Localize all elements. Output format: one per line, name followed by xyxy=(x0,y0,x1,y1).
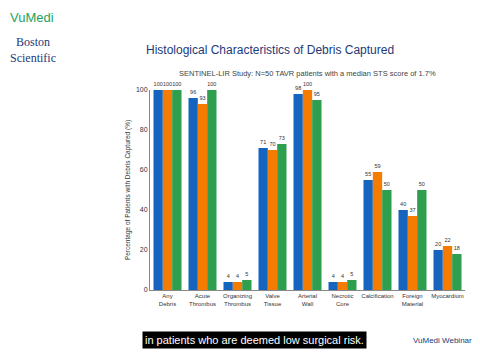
svg-text:37: 37 xyxy=(409,207,415,213)
svg-text:Histological Characteristics o: Histological Characteristics of Debris C… xyxy=(146,43,394,57)
svg-text:AcuteThrombus: AcuteThrombus xyxy=(189,293,216,307)
svg-text:4: 4 xyxy=(332,273,335,279)
svg-text:20: 20 xyxy=(140,246,148,253)
svg-text:ArterialWall: ArterialWall xyxy=(298,293,317,307)
svg-text:4: 4 xyxy=(227,273,230,279)
svg-text:55: 55 xyxy=(365,171,371,177)
svg-text:95: 95 xyxy=(314,91,320,97)
svg-text:VuMedi: VuMedi xyxy=(10,10,54,25)
svg-text:40: 40 xyxy=(400,201,406,207)
svg-text:5: 5 xyxy=(245,271,248,277)
svg-text:70: 70 xyxy=(269,141,275,147)
svg-text:100: 100 xyxy=(154,81,163,87)
svg-text:AnyDebris: AnyDebris xyxy=(159,293,176,307)
svg-text:98: 98 xyxy=(295,85,301,91)
svg-text:NecroticCore: NecroticCore xyxy=(331,293,353,307)
svg-text:80: 80 xyxy=(140,126,148,133)
svg-text:SENTINEL-LIR Study: N=50 TAVR: SENTINEL-LIR Study: N=50 TAVR patients w… xyxy=(179,69,436,78)
svg-text:0: 0 xyxy=(144,286,148,293)
svg-text:18: 18 xyxy=(454,245,460,251)
svg-text:100: 100 xyxy=(172,81,181,87)
svg-text:4: 4 xyxy=(236,273,239,279)
svg-text:BostonScientific: BostonScientific xyxy=(10,35,56,65)
svg-text:22: 22 xyxy=(444,237,450,243)
svg-text:4: 4 xyxy=(341,273,344,279)
svg-text:100: 100 xyxy=(136,86,148,93)
svg-text:VuMedi Webinar: VuMedi Webinar xyxy=(413,336,472,345)
svg-text:Myocardium: Myocardium xyxy=(431,293,464,299)
svg-text:5: 5 xyxy=(350,271,353,277)
svg-text:100: 100 xyxy=(303,81,312,87)
svg-text:50: 50 xyxy=(384,181,390,187)
svg-text:50: 50 xyxy=(419,181,425,187)
svg-text:100: 100 xyxy=(163,81,172,87)
svg-text:73: 73 xyxy=(279,135,285,141)
svg-text:60: 60 xyxy=(140,166,148,173)
svg-text:OrganizingThrombus: OrganizingThrombus xyxy=(223,293,252,307)
svg-text:40: 40 xyxy=(140,206,148,213)
svg-text:Percentage of Patients with De: Percentage of Patients with Debris Captu… xyxy=(124,120,132,260)
svg-text:71: 71 xyxy=(260,139,266,145)
svg-text:96: 96 xyxy=(190,89,196,95)
svg-text:Calcification: Calcification xyxy=(361,293,393,299)
svg-text:ValveTissue: ValveTissue xyxy=(264,293,282,307)
svg-text:100: 100 xyxy=(207,81,216,87)
svg-text:93: 93 xyxy=(199,95,205,101)
svg-text:ForeignMaterial: ForeignMaterial xyxy=(402,293,423,307)
svg-text:20: 20 xyxy=(435,241,441,247)
svg-text:in patients who are deemed low: in patients who are deemed low surgical … xyxy=(145,334,364,346)
svg-text:59: 59 xyxy=(374,163,380,169)
